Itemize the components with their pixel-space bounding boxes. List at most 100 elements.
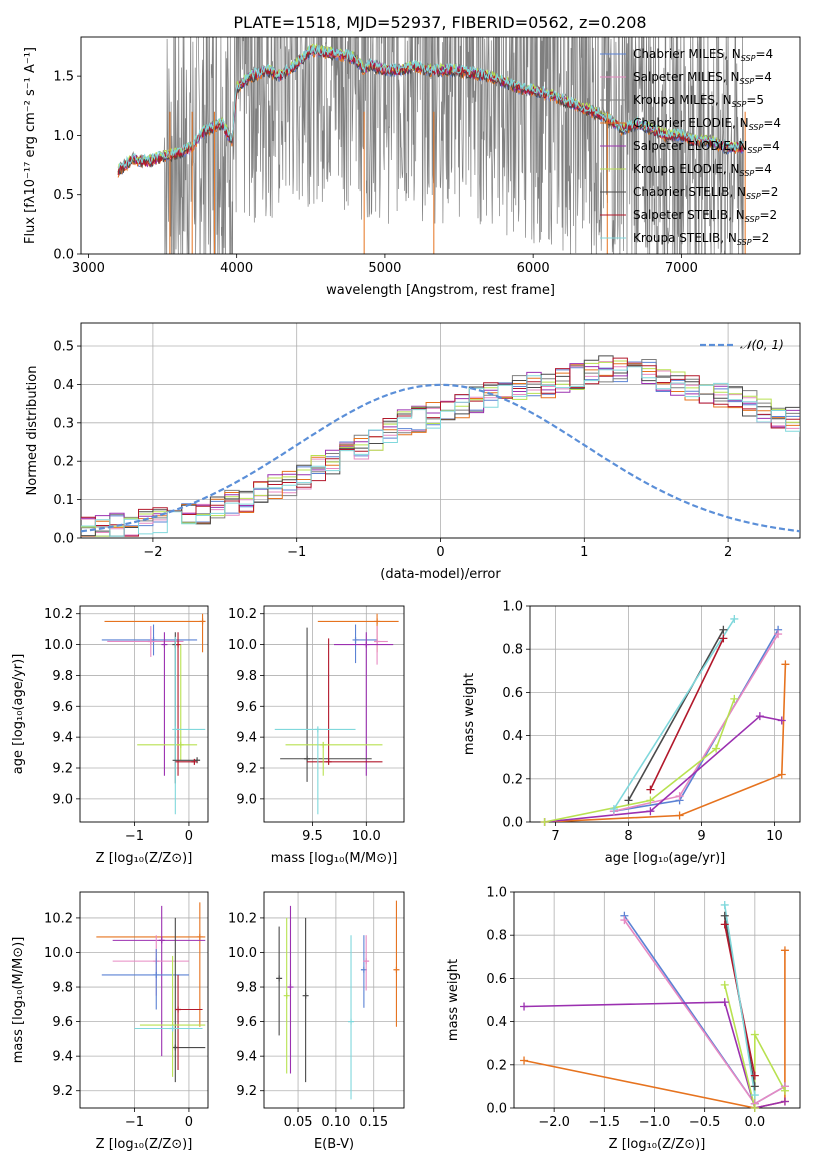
x-tick-label: 9.5 — [302, 829, 323, 844]
y-tick-label: 0.4 — [502, 729, 523, 744]
x-tick-label: 0.10 — [321, 1115, 350, 1130]
legend-subscript: SSP — [747, 146, 762, 155]
axes-frame — [263, 891, 405, 1109]
y-tick-label: 0.4 — [53, 378, 74, 393]
y-tick-label: 9.8 — [236, 669, 257, 684]
legend-subscript: SSP — [741, 54, 756, 63]
x-tick-label: 0 — [185, 1115, 193, 1130]
y-tick-label: 1.0 — [53, 129, 74, 144]
y-tick-label: 10.2 — [228, 911, 257, 926]
legend-label: Salpeter ELODIE, N — [633, 139, 747, 153]
y-axis-label: mass [log₁₀(M/M⊙)] — [11, 937, 26, 1064]
weight-line — [544, 698, 736, 822]
weight-point — [720, 900, 729, 909]
y-axis-label: mass weight — [462, 673, 477, 755]
y-tick-label: 1.5 — [53, 70, 74, 85]
weight-point — [730, 694, 739, 703]
y-tick-label: 9.4 — [52, 1050, 73, 1065]
histogram-salpeter-miles — [81, 361, 800, 536]
histogram-chabrier-miles — [81, 361, 800, 537]
data-point — [325, 758, 332, 765]
plot-area — [96, 902, 206, 1083]
data-point — [302, 992, 309, 999]
weight-point — [520, 1056, 529, 1065]
y-tick-label: 0.4 — [486, 1015, 507, 1030]
legend-suffix: =2 — [761, 185, 779, 199]
legend-entry: 𝒩(0, 1) — [740, 338, 784, 352]
data-point — [175, 641, 182, 648]
legend-label: Chabrier MILES, N — [633, 47, 741, 61]
x-tick-label: 0.15 — [359, 1115, 388, 1130]
x-axis-label: mass [log₁₀(M/M⊙)] — [271, 851, 398, 866]
age_vs_mass-panel: 9.5 10.0 9.0 9.2 9.4 9.6 9.8 10.0 10.2 mass [log₁… — [228, 605, 405, 866]
x-tick-label: 8 — [624, 829, 632, 844]
weight_vs_age-panel: 7 8 9 10 0.0 0.2 0.4 0.6 0.8 1.0 age [log₁₀(age/yr… — [462, 600, 801, 866]
weight-line — [613, 618, 735, 810]
x-tick-label: −0.5 — [689, 1115, 721, 1130]
y-tick-label: 9.6 — [236, 1015, 257, 1030]
mass_vs_ebv-panel: 0.05 0.10 0.15 9.2 9.4 9.6 9.8 10.0 10.2 E(B-V) — [228, 891, 405, 1152]
x-tick-label: 7000 — [665, 261, 698, 276]
legend-entry: Kroupa STELIB, NSSP=2 — [633, 231, 769, 247]
x-tick-label: 4000 — [220, 261, 253, 276]
data-point — [348, 1018, 355, 1025]
x-axis-label: wavelength [Angstrom, rest frame] — [326, 283, 555, 298]
x-tick-label: −2.0 — [538, 1115, 570, 1130]
data-point — [199, 618, 206, 625]
y-tick-label: 9.4 — [52, 731, 73, 746]
y-tick-label: 0.8 — [502, 643, 523, 658]
data-point — [320, 741, 327, 748]
y-tick-label: 9.0 — [52, 792, 73, 807]
legend-suffix: =5 — [746, 93, 764, 107]
y-tick-label: 0.0 — [53, 248, 74, 263]
x-tick-label: −1.0 — [639, 1115, 671, 1130]
weight-point — [675, 811, 684, 820]
x-tick-label: 10 — [766, 829, 783, 844]
axes-frame — [263, 605, 405, 823]
data-point — [172, 726, 179, 733]
legend-subscript: SSP — [749, 123, 764, 132]
age_vs_Z-panel: −1 0 9.0 9.2 9.4 9.6 9.8 10.0 10.2 Z [log₁₀(Z/Z⊙)… — [11, 605, 209, 866]
legend-label: Kroupa MILES, N — [633, 93, 732, 107]
x-tick-label: 3000 — [72, 261, 105, 276]
data-point — [175, 1006, 182, 1013]
y-tick-label: 9.8 — [236, 981, 257, 996]
plot-area — [274, 613, 399, 815]
data-point — [363, 958, 370, 965]
weight-line — [723, 904, 756, 1096]
weight-point — [750, 1104, 759, 1112]
data-point — [158, 937, 165, 944]
legend-subscript: SSP — [746, 192, 761, 201]
y-tick-label: 10.0 — [44, 946, 73, 961]
weight-point — [750, 1071, 759, 1080]
y-axis-label: age [log₁₀(age/yr)] — [11, 654, 26, 775]
legend-suffix: =2 — [752, 231, 770, 245]
weight-point — [719, 625, 728, 634]
legend-entry: Chabrier STELIB, NSSP=2 — [633, 185, 778, 201]
y-tick-label: 10.0 — [44, 638, 73, 653]
y-tick-label: 9.2 — [52, 1084, 73, 1099]
weight-point — [646, 796, 655, 805]
mass_vs_Z-panel: −1 0 9.2 9.4 9.6 9.8 10.0 10.2 Z [log₁₀(Z/Z⊙)] ma… — [11, 891, 209, 1152]
legend-subscript: SSP — [740, 77, 755, 86]
weight-point — [777, 716, 786, 725]
legend-entry: Kroupa ELODIE, NSSP=4 — [633, 162, 772, 178]
plot-area — [276, 900, 400, 1100]
y-tick-label: 9.8 — [52, 669, 73, 684]
weight_vs_Z-panel: −2.0 −1.5 −1.0 −0.5 0.0 0.0 0.2 0.4 0.6 0.8 1.0 Z [… — [446, 886, 801, 1152]
x-tick-label: 2 — [724, 545, 732, 560]
weight-point — [750, 1082, 759, 1091]
legend-subscript: SSP — [740, 169, 755, 178]
legend-entry: Chabrier MILES, NSSP=4 — [633, 47, 773, 63]
legend-suffix: =4 — [755, 47, 773, 61]
plot-area — [117, 37, 746, 254]
y-tick-label: 9.2 — [52, 762, 73, 777]
y-tick-label: 0.6 — [502, 686, 523, 701]
y-tick-label: 0.2 — [53, 455, 74, 470]
data-point — [287, 984, 294, 991]
y-tick-label: 0.0 — [53, 532, 74, 547]
x-tick-label: 5000 — [368, 261, 401, 276]
x-tick-label: 0.0 — [744, 1115, 765, 1130]
y-tick-label: 10.0 — [228, 638, 257, 653]
